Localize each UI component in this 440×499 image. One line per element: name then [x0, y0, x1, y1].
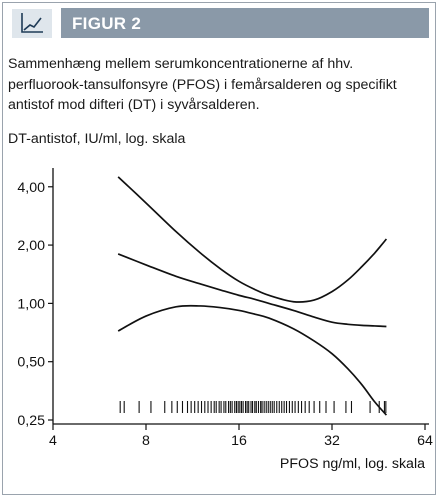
x-tick-label: 32 [324, 433, 340, 449]
x-tick-label: 4 [49, 433, 57, 449]
series-line-upper [117, 176, 388, 303]
y-tick-label: 2,00 [17, 238, 45, 254]
figure-label: FIGUR 2 [72, 14, 142, 33]
y-tick-label: 4,00 [17, 180, 45, 196]
figure-caption: Sammenhæng mellem serumkoncentrationerne… [8, 56, 397, 113]
y-tick-label: 0,50 [17, 355, 45, 371]
x-tick-label: 64 [417, 433, 433, 449]
y-tick-label: 1,00 [17, 296, 45, 312]
figure-header: FIGUR 2 [3, 3, 435, 38]
x-axis-label: PFOS ng/ml, log. skala [280, 456, 425, 472]
chart-icon [12, 9, 52, 38]
series-line-lower [117, 304, 388, 416]
figure-title-bar: FIGUR 2 [61, 8, 429, 38]
y-tick-label: 0,25 [17, 413, 45, 429]
x-tick-label: 16 [231, 433, 247, 449]
y-axis-label: DT-antistof, IU/ml, log. skala [8, 131, 186, 147]
x-tick-label: 8 [142, 433, 150, 449]
series-line-estimate [117, 253, 387, 328]
